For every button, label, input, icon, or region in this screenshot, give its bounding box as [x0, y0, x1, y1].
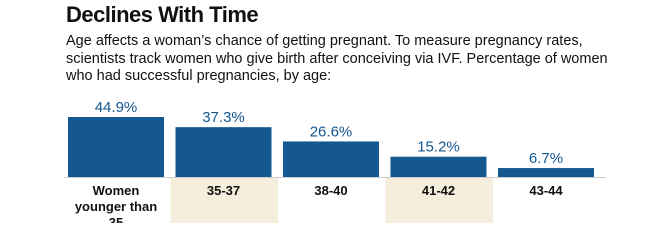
x-tick-label: 35-37	[206, 183, 241, 198]
chart-title: Declines With Time	[66, 2, 259, 27]
chart: 44.9% 37.3% 26.6% 15.2% 6.7% Declines With T…	[64, 2, 608, 223]
x-tick-label: 41-42	[421, 183, 456, 198]
value-label: 15.2%	[417, 139, 460, 156]
chart-subtitle: Age affects a woman’s chance of getting …	[66, 33, 608, 84]
category-band	[385, 178, 493, 223]
value-label: 26.6%	[310, 123, 353, 140]
category-band	[170, 178, 278, 223]
bar	[175, 127, 272, 177]
bar	[68, 117, 164, 177]
x-tick-label: Women younger than 35	[74, 183, 158, 223]
plot: 44.9% 37.3% 26.6% 15.2% 6.7%	[64, 99, 606, 223]
bar	[498, 168, 594, 177]
value-label: 44.9%	[95, 99, 138, 116]
bar	[390, 156, 487, 177]
value-label: 37.3%	[202, 109, 245, 126]
bar	[283, 141, 379, 177]
value-label: 6.7%	[529, 150, 563, 167]
x-tick-label: 38-40	[314, 183, 348, 198]
x-tick-label: 43-44	[529, 183, 563, 198]
